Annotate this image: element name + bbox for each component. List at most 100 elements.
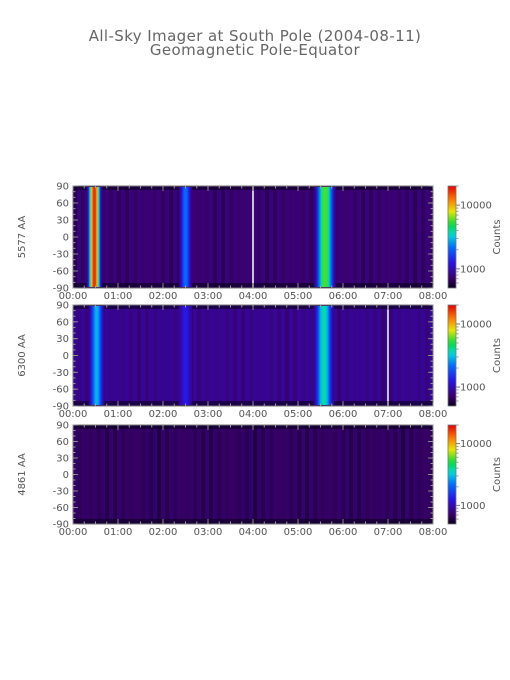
heatmap-column — [217, 425, 222, 524]
heatmap-column — [365, 305, 370, 406]
heatmap-column — [369, 425, 374, 524]
heatmap-column — [269, 186, 274, 288]
y-tick-label: -60 — [53, 503, 69, 514]
heatmap-column — [261, 186, 266, 288]
x-tick-label: 08:00 — [419, 409, 448, 420]
heatmap-column — [353, 425, 358, 524]
heatmap-column — [257, 425, 262, 524]
chart-subtitle: Geomagnetic Pole-Equator — [149, 41, 361, 59]
heatmap-column — [249, 305, 254, 406]
heatmap-column — [197, 425, 202, 524]
heatmap-column — [77, 425, 82, 524]
heatmap-column — [85, 425, 90, 524]
heatmap-column — [393, 186, 398, 288]
x-tick-label: 05:00 — [284, 527, 313, 538]
heatmap-column — [401, 425, 406, 524]
heatmap-column — [413, 425, 418, 524]
y-tick-label: -30 — [53, 250, 69, 261]
heatmap-column — [173, 186, 178, 288]
heatmap-column — [129, 305, 134, 406]
heatmap-column — [145, 186, 150, 288]
heatmap-column — [309, 186, 314, 288]
y-axis-label: 6300 AA — [17, 334, 28, 377]
heatmap-column — [125, 305, 130, 406]
y-tick-label: 30 — [56, 334, 69, 345]
heatmap-column — [121, 186, 126, 288]
heatmap-column — [245, 305, 250, 406]
heatmap-column — [185, 425, 190, 524]
x-tick-label: 05:00 — [284, 409, 313, 420]
heatmap-column — [293, 305, 298, 406]
colorbar — [447, 185, 457, 289]
heatmap-column — [257, 305, 262, 406]
heatmap-column — [261, 425, 266, 524]
heatmap-column — [337, 425, 342, 524]
heatmap-column — [105, 186, 110, 288]
y-tick-label: 90 — [56, 182, 69, 193]
heatmap-column — [77, 186, 82, 288]
x-tick-label: 00:00 — [59, 291, 88, 302]
heatmap-column — [241, 186, 246, 288]
heatmap-column — [121, 305, 126, 406]
heatmap-column — [125, 425, 130, 524]
heatmap-column — [357, 305, 362, 406]
heatmap-column — [141, 305, 146, 406]
heatmap-column — [157, 305, 162, 406]
heatmap-column — [425, 186, 430, 288]
heatmap-column — [357, 186, 362, 288]
heatmap-column — [133, 425, 138, 524]
colorbar-label: Counts — [492, 457, 503, 492]
heatmap-column — [153, 425, 158, 524]
heatmap-column — [365, 186, 370, 288]
y-tick-label: -60 — [53, 267, 69, 278]
heatmap-column — [393, 305, 398, 406]
heatmap-column — [101, 186, 106, 288]
heatmap-column — [97, 425, 102, 524]
heatmap-column — [109, 305, 114, 406]
heatmap-column — [201, 425, 206, 524]
heatmap-column — [81, 305, 86, 406]
heatmap-column — [385, 305, 390, 406]
x-tick-label: 05:00 — [284, 291, 313, 302]
aurora-feature-1 — [86, 187, 103, 287]
x-tick-label: 01:00 — [104, 409, 133, 420]
heatmap-column — [405, 305, 410, 406]
heatmap-column — [137, 305, 142, 406]
heatmap-column — [81, 186, 86, 288]
x-tick-label: 01:00 — [104, 291, 133, 302]
colorbar-tick-label: 10000 — [460, 439, 492, 450]
x-tick-label: 03:00 — [194, 527, 223, 538]
heatmap-column — [161, 186, 166, 288]
heatmap-column — [201, 186, 206, 288]
heatmap-column — [401, 186, 406, 288]
heatmap-column — [265, 305, 270, 406]
heatmap-column — [349, 186, 354, 288]
colorbar-tick-label: 1000 — [460, 383, 485, 394]
heatmap-column — [373, 305, 378, 406]
heatmap-column — [197, 305, 202, 406]
heatmap-column — [289, 305, 294, 406]
chart-title: All-Sky Imager at South Pole (2004-08-11… — [88, 27, 422, 45]
x-tick-label: 06:00 — [329, 291, 358, 302]
heatmap-column — [189, 425, 194, 524]
heatmap-column — [381, 186, 386, 288]
heatmap-column — [117, 186, 122, 288]
heatmap-column — [169, 186, 174, 288]
heatmap-column — [85, 305, 90, 406]
x-tick-label: 06:00 — [329, 409, 358, 420]
heatmap-column — [229, 425, 234, 524]
heatmap-column — [81, 425, 86, 524]
heatmap-column — [273, 425, 278, 524]
heatmap-column — [237, 186, 242, 288]
heatmap-column — [345, 425, 350, 524]
heatmap-column — [425, 305, 430, 406]
heatmap-column — [117, 425, 122, 524]
heatmap-column — [233, 305, 238, 406]
y-tick-label: -90 — [53, 402, 69, 413]
heatmap-column — [245, 425, 250, 524]
heatmap-column — [77, 305, 82, 406]
aurora-feature-2 — [178, 187, 193, 287]
heatmap-column — [285, 186, 290, 288]
heatmap-column — [369, 305, 374, 406]
x-tick-label: 03:00 — [194, 291, 223, 302]
